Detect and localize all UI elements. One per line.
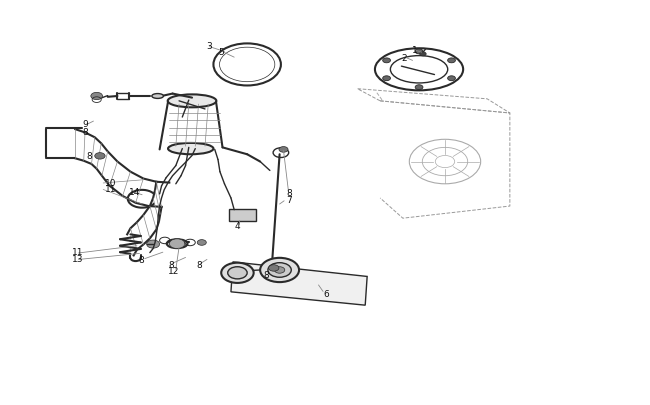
FancyBboxPatch shape bbox=[229, 210, 256, 221]
Text: 8: 8 bbox=[286, 189, 292, 198]
Text: 10: 10 bbox=[105, 179, 116, 188]
Text: 1: 1 bbox=[412, 46, 418, 55]
Text: 7: 7 bbox=[286, 196, 292, 205]
Circle shape bbox=[420, 53, 426, 57]
Circle shape bbox=[268, 265, 279, 271]
Text: 8: 8 bbox=[83, 128, 88, 136]
Circle shape bbox=[91, 93, 103, 100]
Ellipse shape bbox=[152, 94, 164, 99]
Text: 8: 8 bbox=[168, 260, 174, 270]
Circle shape bbox=[227, 267, 247, 279]
Ellipse shape bbox=[167, 240, 187, 249]
Ellipse shape bbox=[235, 269, 246, 274]
Text: 3: 3 bbox=[206, 42, 212, 51]
Text: 8: 8 bbox=[196, 260, 202, 270]
Text: 11: 11 bbox=[72, 247, 84, 257]
Circle shape bbox=[147, 241, 160, 249]
Text: 5: 5 bbox=[218, 48, 224, 57]
Circle shape bbox=[383, 59, 391, 64]
Polygon shape bbox=[231, 262, 367, 305]
Text: 6: 6 bbox=[324, 289, 330, 298]
Circle shape bbox=[268, 263, 291, 277]
Circle shape bbox=[260, 258, 299, 282]
Circle shape bbox=[221, 263, 254, 283]
Text: 11: 11 bbox=[105, 185, 116, 194]
Circle shape bbox=[448, 59, 456, 64]
Text: 4: 4 bbox=[234, 221, 240, 230]
Ellipse shape bbox=[168, 143, 213, 155]
Circle shape bbox=[197, 240, 206, 246]
Circle shape bbox=[274, 267, 285, 273]
Text: 13: 13 bbox=[72, 254, 84, 264]
Text: 12: 12 bbox=[168, 266, 179, 276]
Circle shape bbox=[263, 263, 281, 275]
Circle shape bbox=[279, 147, 288, 153]
Text: 8: 8 bbox=[263, 270, 269, 279]
Text: 8: 8 bbox=[86, 151, 92, 160]
Circle shape bbox=[383, 77, 391, 81]
Text: 8: 8 bbox=[139, 255, 144, 264]
Text: 2: 2 bbox=[401, 53, 406, 62]
Circle shape bbox=[95, 153, 105, 160]
Ellipse shape bbox=[168, 95, 216, 108]
Circle shape bbox=[448, 77, 456, 81]
Circle shape bbox=[415, 85, 423, 90]
Circle shape bbox=[170, 239, 185, 249]
Text: 9: 9 bbox=[83, 120, 88, 129]
Circle shape bbox=[415, 50, 423, 55]
Text: 14: 14 bbox=[129, 188, 140, 197]
